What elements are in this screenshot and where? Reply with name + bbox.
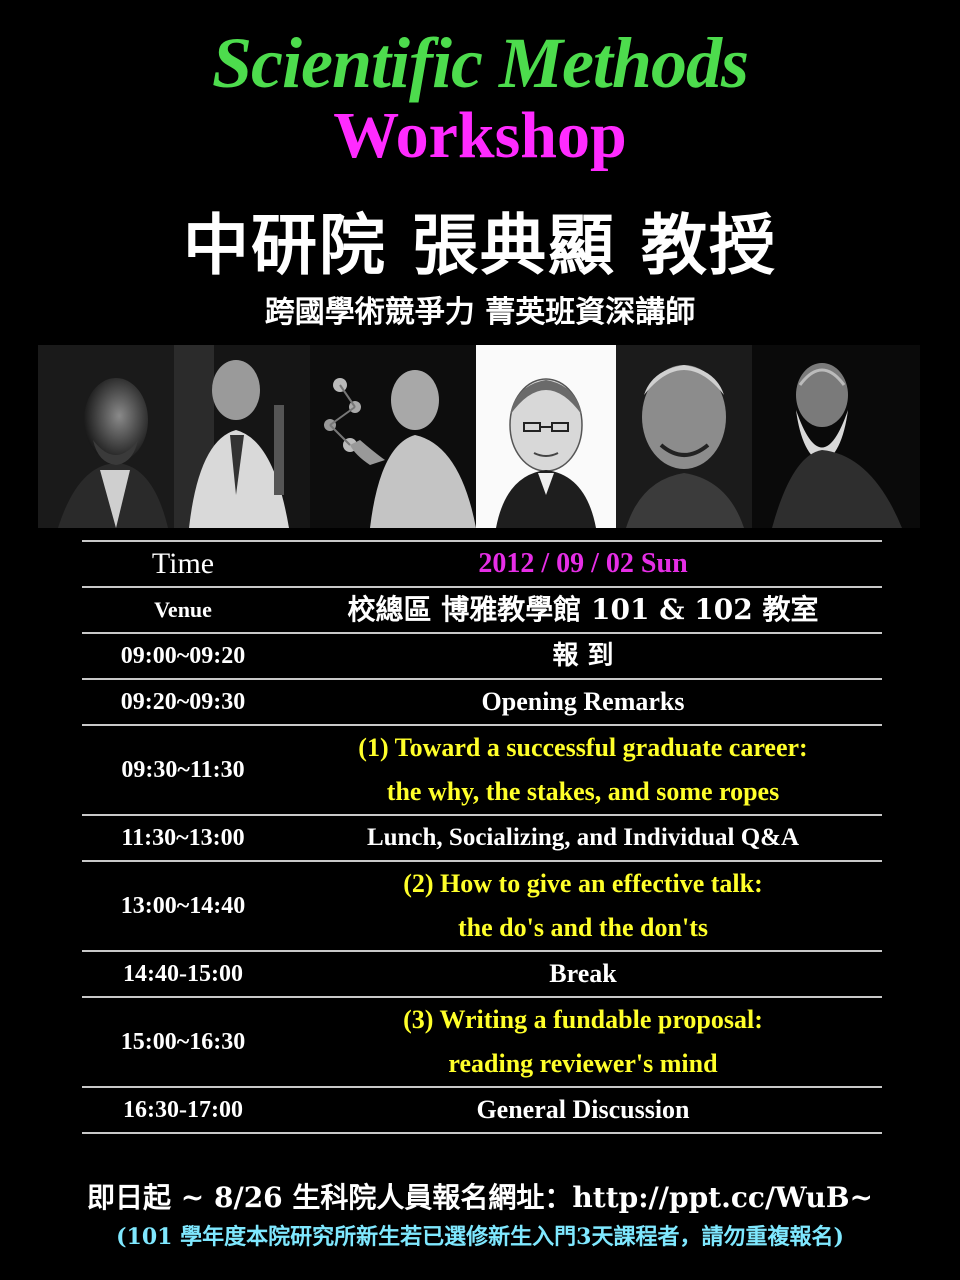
- table-row: 11:30~13:00 Lunch, Socializing, and Indi…: [82, 814, 882, 861]
- row-desc-line: (1) Toward a successful graduate career:: [358, 733, 808, 762]
- table-row: 15:00~16:30 (3) Writing a fundable propo…: [82, 996, 882, 1087]
- portrait-strip: [38, 345, 920, 528]
- row-time: 11:30~13:00: [82, 814, 284, 861]
- schedule-table: Time 2012 / 09 / 02 Sun Venue 校總區 博雅教學館 …: [82, 540, 882, 1134]
- title-line-2: Workshop: [333, 99, 627, 172]
- row-desc-line: reading reviewer's mind: [448, 1049, 718, 1078]
- row-time: 09:30~11:30: [82, 724, 284, 815]
- row-desc: Lunch, Socializing, and Individual Q&A: [284, 814, 882, 861]
- speaker-subtitle: 跨國學術競爭力 菁英班資深講師: [264, 295, 696, 330]
- speaker-name: 中研院 張典顯 教授: [183, 207, 777, 284]
- portrait-1: [38, 345, 174, 528]
- table-row: 13:00~14:40 (2) How to give an effective…: [82, 860, 882, 951]
- schedule-row-venue: Venue 校總區 博雅教學館 101 & 102 教室: [82, 586, 882, 633]
- row-desc: 報 到: [284, 632, 882, 679]
- schedule-row-time: Time 2012 / 09 / 02 Sun: [82, 540, 882, 587]
- row-desc: (1) Toward a successful graduate career:…: [284, 724, 882, 815]
- row-desc: General Discussion: [284, 1086, 882, 1134]
- row-desc: Opening Remarks: [284, 678, 882, 725]
- portrait-3: [310, 345, 476, 528]
- row-desc-line: (3) Writing a fundable proposal:: [403, 1005, 763, 1034]
- registration-note: (101 學年度本院研究所新生若已選修新生入門3天課程者，請勿重複報名): [116, 1224, 844, 1250]
- venue-value: 校總區 博雅教學館 101 & 102 教室: [284, 586, 882, 633]
- portrait-4: [476, 345, 616, 528]
- row-desc-line: (2) How to give an effective talk:: [403, 869, 763, 898]
- row-time: 13:00~14:40: [82, 860, 284, 951]
- row-desc-line: the why, the stakes, and some ropes: [386, 777, 780, 806]
- table-row: 09:00~09:20 報 到: [82, 632, 882, 679]
- row-desc-line: the do's and the don'ts: [458, 913, 708, 942]
- table-row: 09:30~11:30 (1) Toward a successful grad…: [82, 724, 882, 815]
- venue-label: Venue: [82, 586, 284, 633]
- row-time: 16:30-17:00: [82, 1086, 284, 1134]
- row-desc: (3) Writing a fundable proposal: reading…: [284, 996, 882, 1087]
- row-time: 09:00~09:20: [82, 632, 284, 679]
- table-row: 14:40-15:00 Break: [82, 950, 882, 997]
- portrait-2: [174, 345, 310, 528]
- event-date: 2012 / 09 / 02 Sun: [284, 540, 882, 587]
- portrait-5: [616, 345, 752, 528]
- row-desc: (2) How to give an effective talk: the d…: [284, 860, 882, 951]
- registration-info: 即日起 ~ 8/26 生科院人員報名網址：http://ppt.cc/WuB~: [87, 1181, 873, 1214]
- title-line-1: Scientific Methods: [212, 23, 749, 103]
- row-time: 09:20~09:30: [82, 678, 284, 725]
- row-time: 15:00~16:30: [82, 996, 284, 1087]
- portrait-6: [752, 345, 920, 528]
- time-label: Time: [82, 540, 284, 587]
- table-row: 09:20~09:30 Opening Remarks: [82, 678, 882, 725]
- row-desc: Break: [284, 950, 882, 997]
- row-time: 14:40-15:00: [82, 950, 284, 997]
- table-row: 16:30-17:00 General Discussion: [82, 1086, 882, 1134]
